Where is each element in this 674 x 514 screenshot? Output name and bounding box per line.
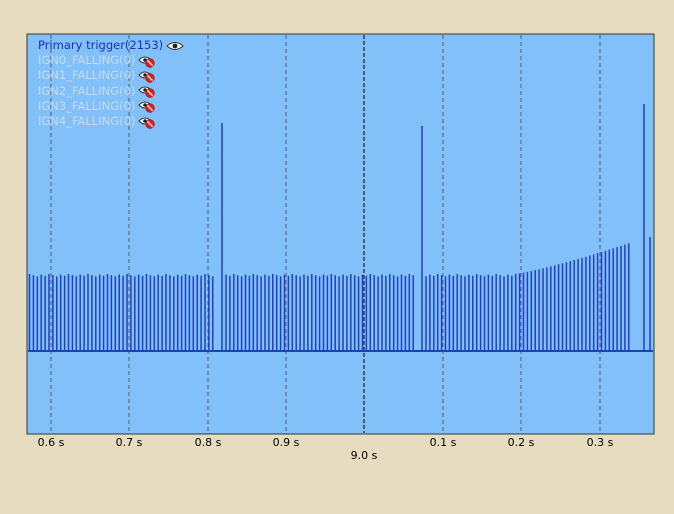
eye-hidden-icon[interactable] bbox=[138, 116, 156, 129]
legend-label: IGN2_FALLING(0) bbox=[38, 83, 136, 98]
legend-label: IGN4_FALLING(0) bbox=[38, 113, 136, 128]
legend-item-primary-trigger[interactable]: Primary trigger(2153) bbox=[38, 38, 184, 53]
legend-item-ign1-falling[interactable]: IGN1_FALLING(0) bbox=[38, 68, 184, 83]
plot-area bbox=[26, 33, 655, 435]
x-tick-label: 0.3 s bbox=[587, 436, 614, 449]
eye-icon[interactable] bbox=[166, 40, 184, 52]
x-tick-label: 0.9 s bbox=[273, 436, 300, 449]
legend: Primary trigger(2153) IGN0_FALLING(0) bbox=[38, 38, 184, 129]
legend-item-ign2-falling[interactable]: IGN2_FALLING(0) bbox=[38, 84, 184, 99]
legend-label: Primary trigger(2153) bbox=[38, 38, 164, 52]
eye-hidden-icon[interactable] bbox=[138, 100, 156, 113]
legend-label: IGN0_FALLING(0) bbox=[38, 53, 136, 68]
eye-hidden-icon[interactable] bbox=[138, 55, 156, 68]
legend-item-ign4-falling[interactable]: IGN4_FALLING(0) bbox=[38, 114, 184, 129]
x-tick-label: 0.7 s bbox=[116, 436, 143, 449]
legend-item-ign0-falling[interactable]: IGN0_FALLING(0) bbox=[38, 53, 184, 68]
x-tick-label: 0.6 s bbox=[38, 436, 65, 449]
x-second-label: 9.0 s bbox=[351, 449, 378, 462]
legend-label: IGN1_FALLING(0) bbox=[38, 68, 136, 83]
legend-label: IGN3_FALLING(0) bbox=[38, 98, 136, 113]
x-tick-label: 0.8 s bbox=[195, 436, 222, 449]
x-tick-label: 0.1 s bbox=[430, 436, 457, 449]
eye-hidden-icon[interactable] bbox=[138, 85, 156, 98]
eye-hidden-icon[interactable] bbox=[138, 70, 156, 83]
legend-item-ign3-falling[interactable]: IGN3_FALLING(0) bbox=[38, 99, 184, 114]
x-tick-label: 0.2 s bbox=[508, 436, 535, 449]
